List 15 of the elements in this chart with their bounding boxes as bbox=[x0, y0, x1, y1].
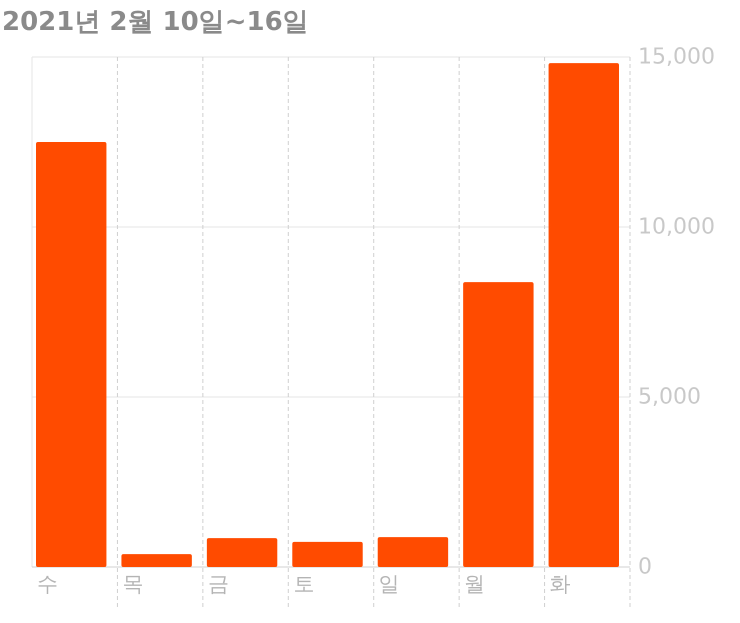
x-tick-label: 일 bbox=[378, 572, 400, 596]
x-tick-label: 화 bbox=[550, 572, 571, 596]
bar bbox=[548, 63, 619, 567]
x-tick-label: 토 bbox=[293, 572, 314, 596]
x-tick-label: 목 bbox=[122, 572, 144, 596]
bar bbox=[463, 282, 534, 567]
x-tick-label: 금 bbox=[208, 572, 229, 596]
x-tick-label: 월 bbox=[464, 572, 486, 596]
chart-title: 2021년 2월 10일~16일 bbox=[2, 7, 309, 37]
bar bbox=[378, 537, 448, 567]
bar bbox=[292, 542, 363, 567]
bar bbox=[121, 554, 192, 567]
bar bbox=[36, 142, 106, 567]
bar bbox=[206, 538, 278, 567]
x-tick-label: 수 bbox=[37, 572, 58, 596]
